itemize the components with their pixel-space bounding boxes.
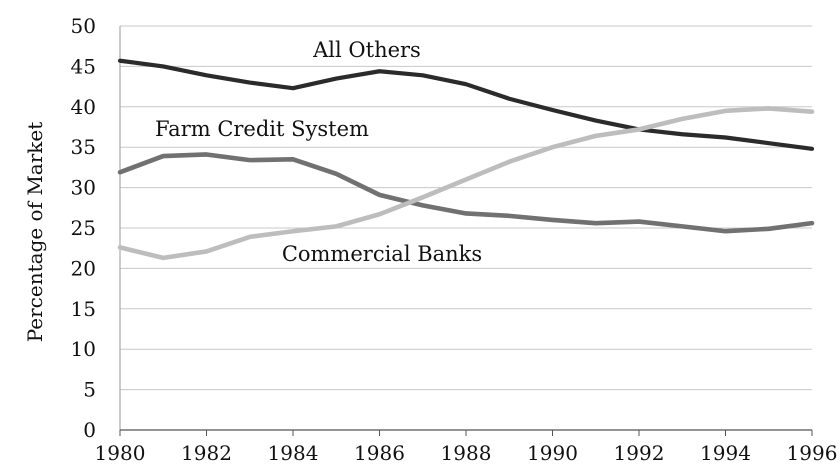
series-line-farm-credit-system — [120, 154, 812, 231]
y-tick-label-10: 10 — [71, 337, 96, 361]
x-tick-label-1990: 1990 — [527, 441, 578, 465]
x-tick-label-1988: 1988 — [441, 441, 492, 465]
x-tick-label-1996: 1996 — [787, 441, 838, 465]
series-label-commercial-banks: Commercial Banks — [282, 242, 482, 266]
series-label-farm-credit-system: Farm Credit System — [155, 117, 369, 141]
y-axis-title: Percentage of Market — [23, 122, 47, 343]
y-tick-label-5: 5 — [83, 378, 96, 402]
x-tick-label-1980: 1980 — [95, 441, 146, 465]
y-tick-label-40: 40 — [71, 95, 96, 119]
x-tick-label-1984: 1984 — [268, 441, 319, 465]
x-tick-label-1986: 1986 — [354, 441, 405, 465]
y-tick-label-20: 20 — [71, 256, 96, 280]
y-tick-label-35: 35 — [71, 135, 96, 159]
gridlines — [120, 26, 812, 390]
y-tick-label-25: 25 — [71, 216, 96, 240]
y-tick-label-45: 45 — [71, 54, 96, 78]
y-tick-label-15: 15 — [71, 297, 96, 321]
series-label-all-others: All Others — [312, 38, 421, 62]
x-tick-label-1992: 1992 — [614, 441, 665, 465]
y-tick-label-0: 0 — [83, 418, 96, 442]
y-tick-label-50: 50 — [71, 14, 96, 38]
series-labels: All Others Farm Credit System Commercial B… — [155, 38, 482, 266]
y-tick-label-30: 30 — [71, 176, 96, 200]
x-tick-label-1994: 1994 — [700, 441, 751, 465]
x-tick-label-1982: 1982 — [181, 441, 232, 465]
